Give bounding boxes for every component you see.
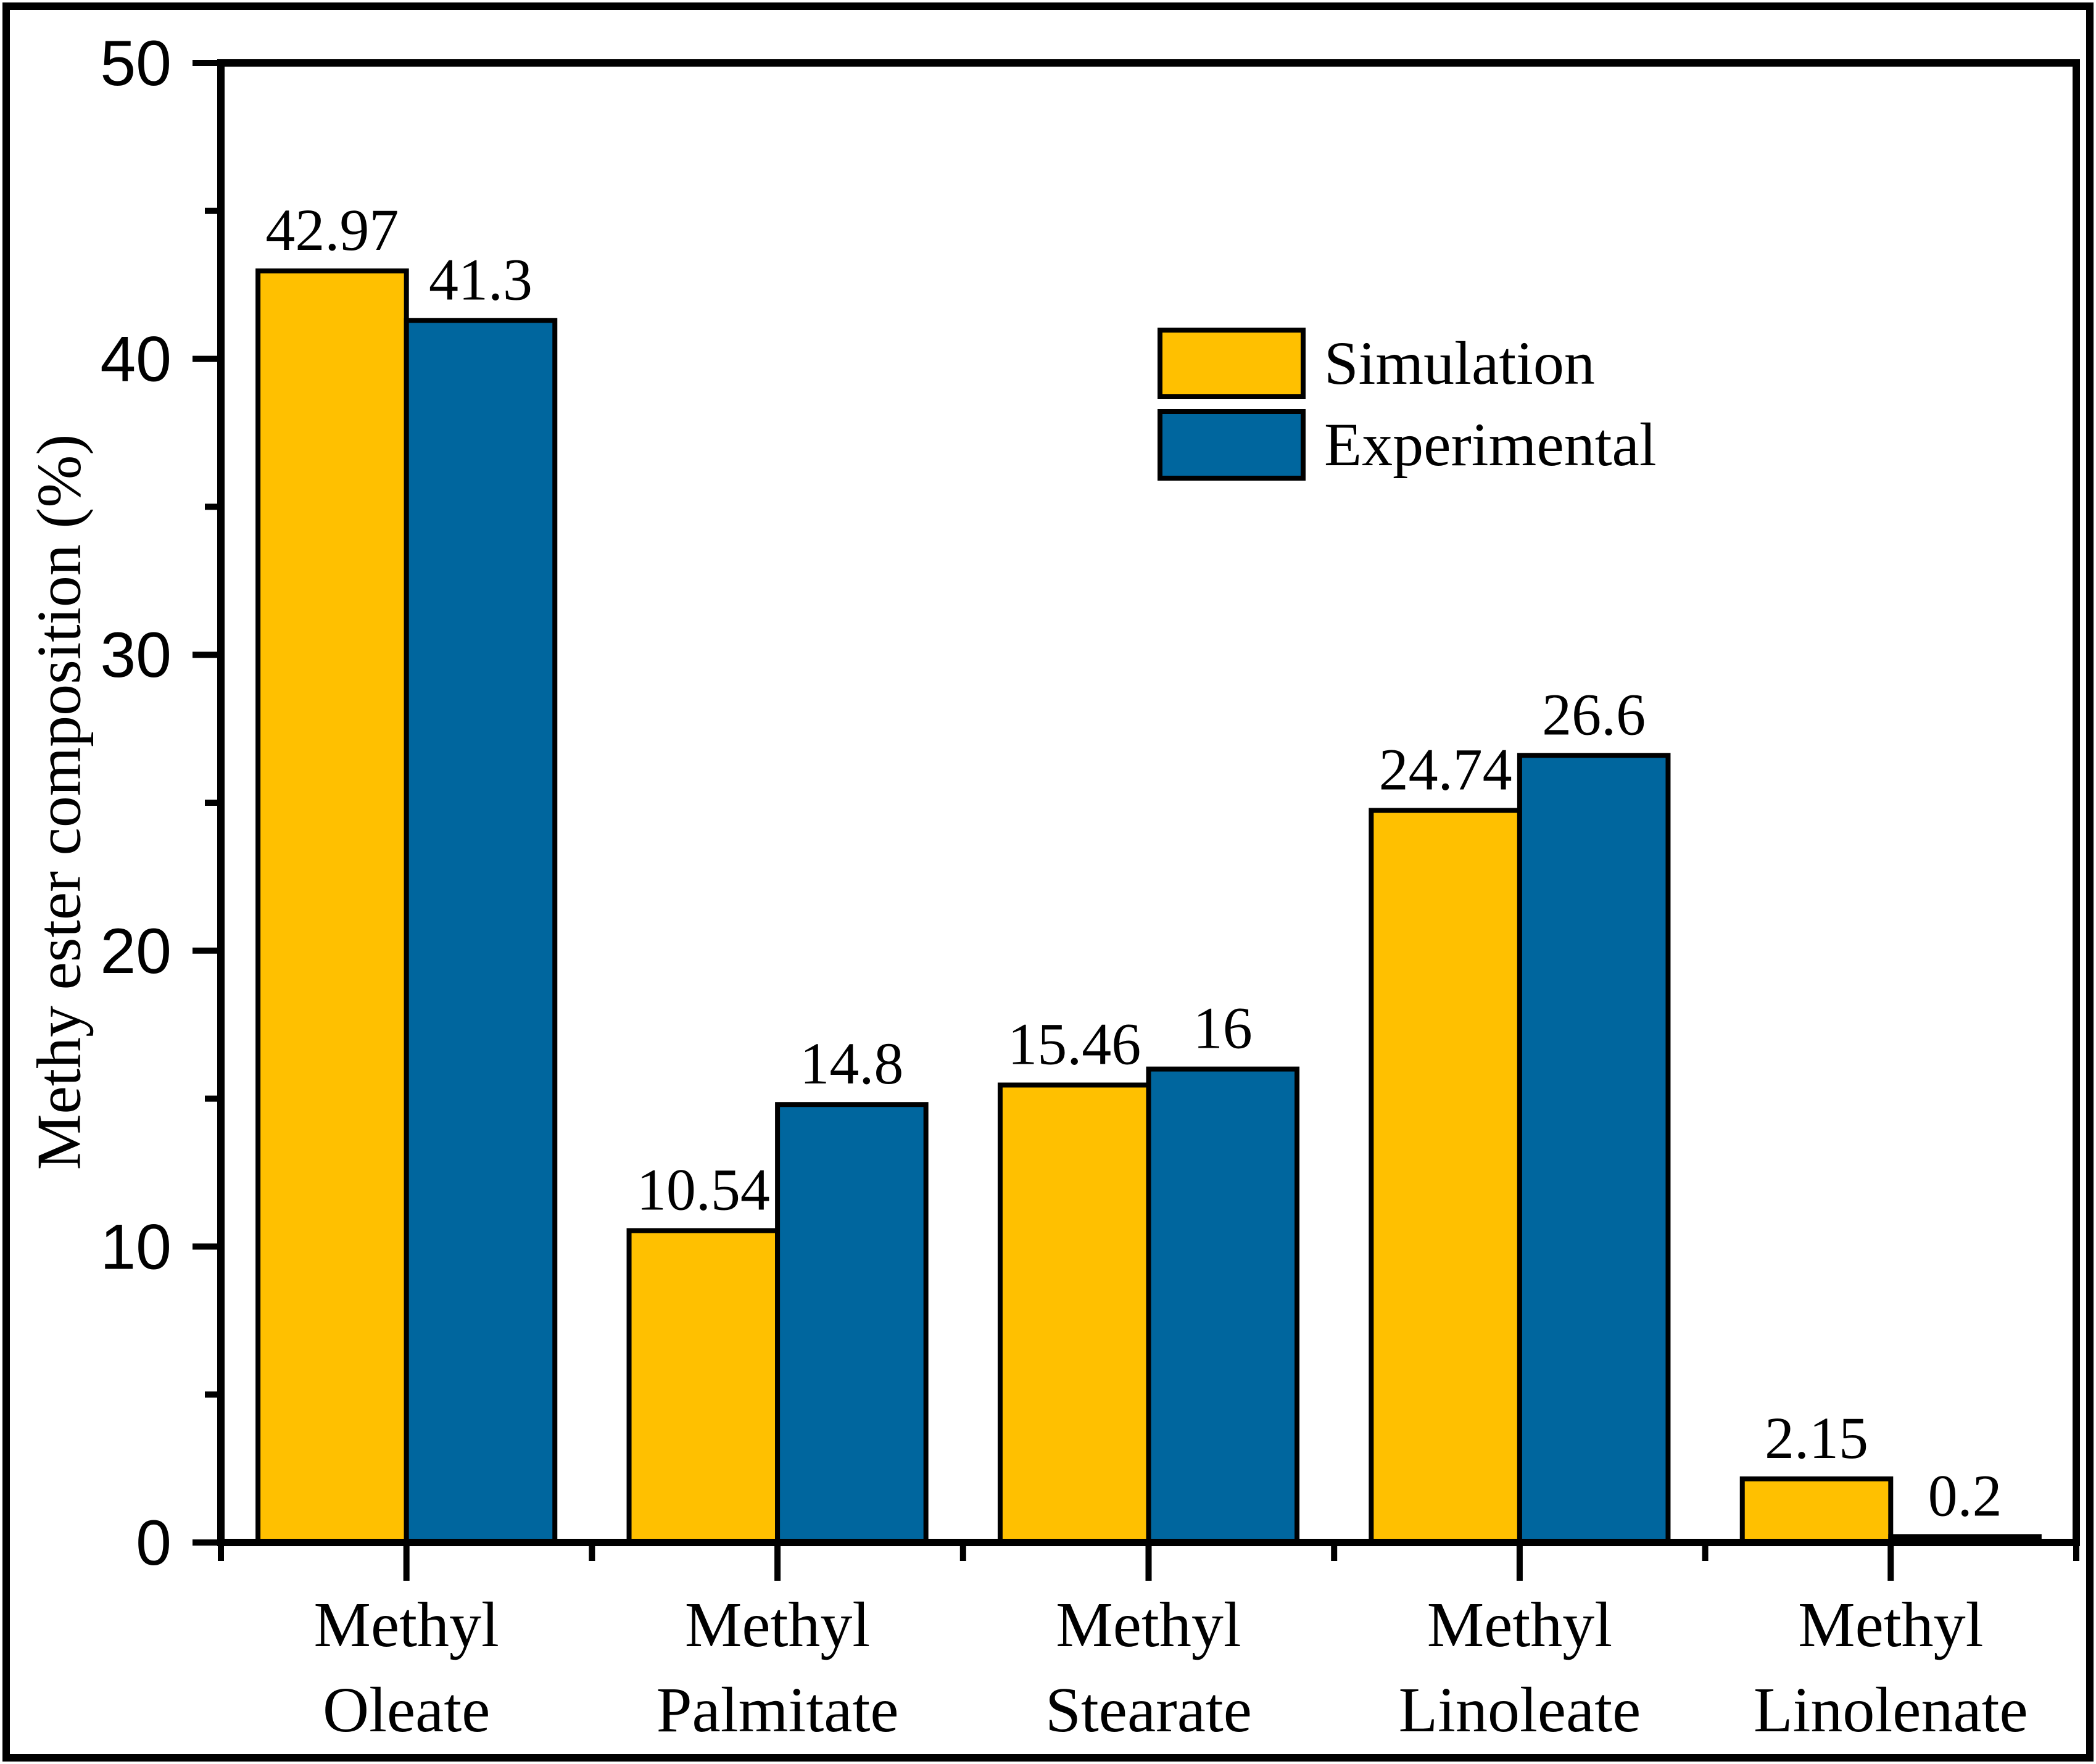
- bar-simulation-methyl-palmitate: [626, 1228, 781, 1545]
- y-tick-label: 20: [100, 916, 172, 987]
- x-axis-category-labels: Methyl Oleate Methyl Palmitate Methyl St…: [221, 1583, 2076, 1753]
- y-tick-label: 10: [100, 1211, 172, 1283]
- bar-simulation-methyl-linoleate: [1369, 808, 1522, 1545]
- bar-experimental-methyl-linoleate: [1517, 753, 1671, 1545]
- data-label-experimental-methyl-linoleate: 26.6: [1542, 681, 1646, 747]
- data-label-simulation-methyl-linoleate: 24.74: [1379, 736, 1512, 802]
- bar-simulation-methyl-stearate: [997, 1082, 1151, 1546]
- y-tick-label: 30: [100, 619, 172, 691]
- data-label-experimental-methyl-stearate: 16: [1193, 995, 1253, 1061]
- y-tick-label: 0: [136, 1507, 172, 1579]
- y-tick-label: 40: [100, 324, 172, 395]
- bar-experimental-methyl-stearate: [1146, 1066, 1300, 1545]
- category-label-methyl-linolenate: Methyl Linolenate: [1753, 1589, 2028, 1745]
- legend-swatch-simulation: [1158, 328, 1306, 399]
- legend-label-experimental: Experimental: [1324, 410, 1657, 479]
- bar-simulation-methyl-oleate: [255, 268, 409, 1546]
- data-label-simulation-methyl-oleate: 42.97: [265, 197, 399, 263]
- legend-entry-simulation: Simulation: [1158, 328, 1595, 399]
- bar-simulation-methyl-linolenate: [1739, 1476, 1894, 1545]
- category-label-methyl-stearate: Methyl Stearate: [1045, 1589, 1252, 1745]
- category-label-methyl-palmitate: Methyl Palmitate: [656, 1589, 899, 1745]
- legend-label-simulation: Simulation: [1324, 329, 1595, 397]
- bar-experimental-methyl-oleate: [404, 318, 558, 1546]
- category-label-methyl-oleate: Methyl Oleate: [313, 1589, 499, 1745]
- y-tick-label: 50: [100, 28, 172, 99]
- data-label-simulation-methyl-stearate: 15.46: [1008, 1011, 1141, 1077]
- data-label-experimental-methyl-oleate: 41.3: [429, 246, 532, 312]
- legend-entry-experimental: Experimental: [1158, 409, 1657, 481]
- bar-experimental-methyl-palmitate: [775, 1102, 929, 1545]
- data-label-simulation-methyl-palmitate: 10.54: [637, 1157, 770, 1223]
- data-label-simulation-methyl-linolenate: 2.15: [1765, 1405, 1868, 1471]
- category-label-methyl-linoleate: Methyl Linoleate: [1398, 1589, 1641, 1745]
- y-axis-title: Methy ester composition (%): [24, 434, 94, 1170]
- legend-swatch-experimental: [1158, 409, 1306, 481]
- data-label-experimental-methyl-palmitate: 14.8: [800, 1030, 903, 1096]
- data-label-experimental-methyl-linolenate: 0.2: [1928, 1462, 2002, 1528]
